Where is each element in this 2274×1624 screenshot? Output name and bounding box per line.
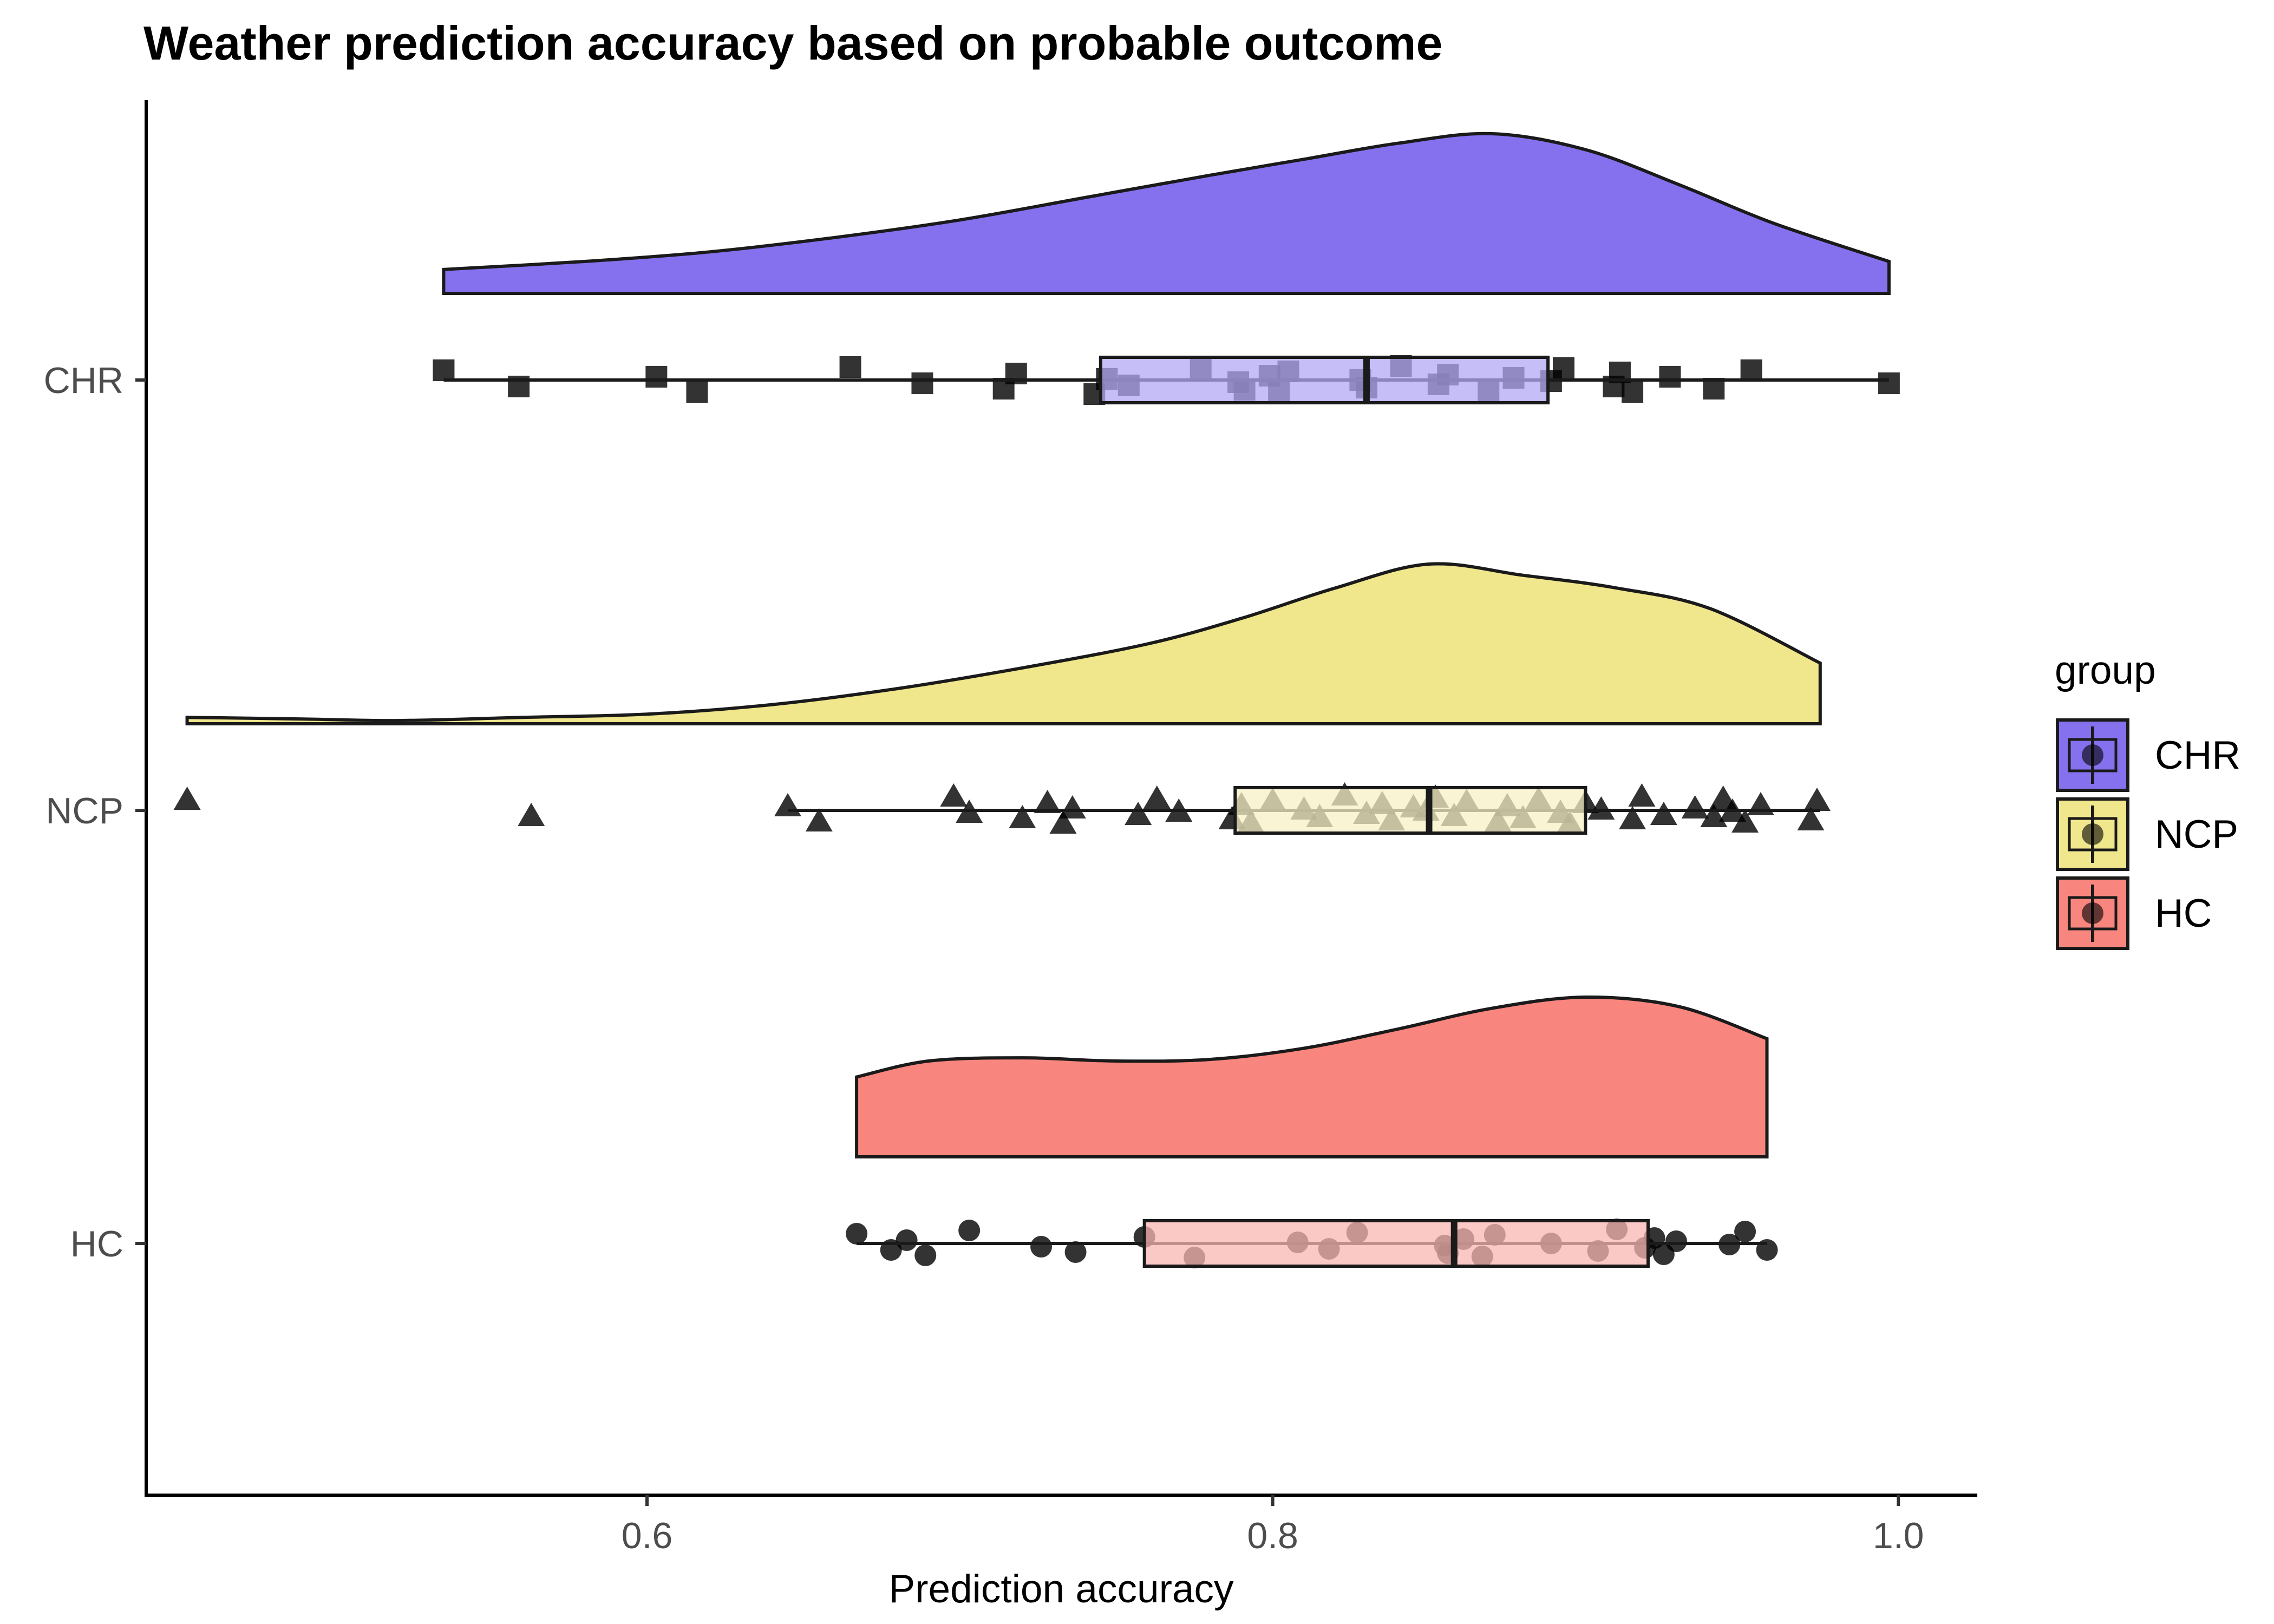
data-point-hc bbox=[896, 1229, 918, 1251]
data-point-ncp bbox=[1709, 785, 1737, 809]
data-point-hc bbox=[1734, 1221, 1756, 1242]
data-point-chr bbox=[433, 359, 455, 381]
box-ncp bbox=[1233, 786, 1587, 835]
data-point-hc bbox=[958, 1220, 981, 1241]
x-tick-label: 0.6 bbox=[622, 1515, 673, 1556]
data-point-hc bbox=[1064, 1241, 1087, 1263]
y-tick-label-hc: HC bbox=[70, 1223, 123, 1265]
boxplots bbox=[443, 356, 1889, 1268]
y-tick-label-ncp: NCP bbox=[45, 790, 123, 831]
legend-key-box bbox=[2068, 896, 2118, 931]
data-point-hc bbox=[914, 1245, 937, 1266]
legend-key-box bbox=[2068, 817, 2118, 852]
density-cloud-chr bbox=[442, 132, 1891, 295]
legend-item-chr: CHR bbox=[2056, 718, 2240, 792]
data-point-ncp bbox=[1125, 802, 1152, 825]
data-point-ncp bbox=[173, 787, 201, 810]
data-point-ncp bbox=[1049, 810, 1077, 834]
data-point-hc bbox=[1030, 1236, 1053, 1258]
legend-key-point bbox=[2082, 902, 2103, 924]
data-point-ncp bbox=[1058, 795, 1086, 818]
data-point-hc bbox=[1665, 1230, 1687, 1252]
legend-item-ncp: NCP bbox=[2056, 797, 2238, 871]
data-point-ncp bbox=[518, 803, 545, 826]
y-tick-label-chr: CHR bbox=[44, 360, 123, 401]
data-point-chr bbox=[1659, 366, 1681, 388]
data-point-chr bbox=[839, 356, 861, 378]
data-point-ncp bbox=[1803, 788, 1831, 811]
data-point-ncp bbox=[940, 783, 968, 807]
legend-label-ncp: NCP bbox=[2155, 813, 2238, 856]
data-point-chr bbox=[686, 381, 708, 403]
data-point-ncp bbox=[1143, 785, 1171, 809]
data-point-chr bbox=[911, 372, 933, 394]
data-point-chr bbox=[1878, 372, 1900, 394]
data-point-ncp bbox=[1650, 802, 1677, 825]
data-point-ncp bbox=[1587, 796, 1615, 820]
legend-label-hc: HC bbox=[2155, 892, 2212, 935]
density-clouds bbox=[185, 132, 1891, 1158]
data-point-hc bbox=[846, 1223, 868, 1245]
data-point-chr bbox=[1622, 381, 1644, 403]
data-point-ncp bbox=[1034, 790, 1061, 813]
data-point-chr bbox=[1740, 359, 1762, 381]
y-axis-ticks: CHR NCP HC bbox=[44, 360, 146, 1265]
data-point-chr bbox=[645, 366, 668, 388]
box-chr bbox=[1099, 356, 1550, 404]
axes bbox=[145, 100, 1977, 1497]
legend-label-chr: CHR bbox=[2155, 734, 2240, 777]
data-point-ncp bbox=[1731, 809, 1759, 833]
density-cloud-hc bbox=[855, 995, 1769, 1158]
data-point-ncp bbox=[774, 793, 802, 816]
x-axis-ticks: 0.6 0.8 1.0 bbox=[622, 1495, 1924, 1556]
box-hc bbox=[1142, 1219, 1650, 1268]
data-point-ncp bbox=[1009, 805, 1036, 828]
legend-item-hc: HC bbox=[2056, 876, 2212, 950]
legend: group CHR NCP HC bbox=[2055, 649, 2240, 950]
legend-key-point bbox=[2082, 744, 2103, 766]
data-point-ncp bbox=[1619, 806, 1646, 829]
x-tick-label: 0.8 bbox=[1247, 1515, 1298, 1556]
x-axis-title: Prediction accuracy bbox=[888, 1567, 1234, 1611]
data-point-ncp bbox=[1681, 795, 1709, 818]
legend-key-point bbox=[2082, 823, 2103, 845]
x-tick-label: 1.0 bbox=[1873, 1515, 1924, 1556]
legend-title: group bbox=[2055, 649, 2156, 692]
data-point-ncp bbox=[1797, 807, 1825, 830]
data-point-ncp bbox=[1628, 783, 1656, 807]
density-cloud-ncp bbox=[185, 562, 1822, 725]
data-point-chr bbox=[1552, 357, 1574, 379]
legend-key-box bbox=[2068, 738, 2118, 772]
chart-title: Weather prediction accuracy based on pro… bbox=[143, 16, 1442, 70]
data-point-ncp bbox=[805, 808, 833, 831]
